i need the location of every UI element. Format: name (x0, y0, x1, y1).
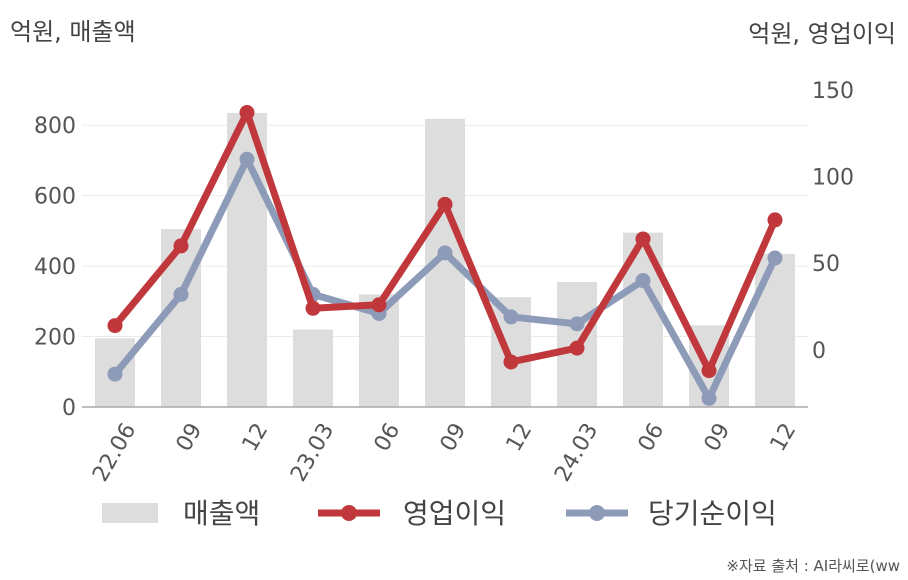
point-당기순이익-6 (503, 309, 519, 325)
point-당기순이익-5 (437, 245, 453, 261)
y-right-tick-label: 0 (812, 339, 826, 364)
y-left-tick-label: 600 (34, 185, 76, 210)
point-당기순이익-10 (767, 250, 783, 266)
legend-label: 당기순이익 (648, 497, 777, 530)
bar-매출액-3 (293, 329, 333, 407)
point-영업이익-6 (503, 354, 519, 370)
x-tick-label: 06 (370, 419, 406, 456)
point-당기순이익-0 (107, 366, 123, 382)
x-tick-label: 12 (502, 419, 538, 456)
y-right-tick-label: 50 (812, 252, 840, 277)
point-영업이익-9 (701, 363, 717, 379)
x-tick-label: 22.06 (88, 419, 141, 486)
bar-매출액-10 (755, 253, 795, 407)
point-영업이익-10 (767, 212, 783, 228)
x-tick-label: 09 (700, 419, 736, 456)
point-영업이익-3 (305, 300, 321, 316)
point-영업이익-4 (371, 297, 387, 313)
x-tick-label: 12 (238, 419, 274, 456)
y-right-tick-label: 150 (812, 79, 854, 104)
point-당기순이익-7 (569, 316, 585, 332)
point-영업이익-7 (569, 340, 585, 356)
point-당기순이익-8 (635, 273, 651, 289)
legend-item-당기순이익: 당기순이익 (566, 497, 777, 530)
point-당기순이익-2 (239, 151, 255, 167)
source-footer: ※자료 출처 : AI라씨로(ww (726, 557, 900, 575)
legend-marker (589, 505, 605, 521)
point-당기순이익-9 (701, 390, 717, 406)
left-axis-unit: 억원, 매출액 (10, 18, 136, 46)
legend-swatch (102, 503, 158, 523)
bar-매출액-1 (161, 229, 201, 407)
y-left-tick-label: 200 (34, 326, 76, 351)
x-tick-label: 09 (436, 419, 472, 456)
point-당기순이익-1 (173, 286, 189, 302)
x-tick-label: 06 (634, 419, 670, 456)
x-tick-label: 12 (766, 419, 802, 456)
right-axis-unit: 억원, 영업이익 (748, 20, 896, 48)
y-left-tick-label: 800 (34, 114, 76, 139)
x-tick-label: 24.03 (550, 419, 603, 486)
legend-label: 영업이익 (403, 497, 506, 530)
y-right-tick-label: 100 (812, 166, 854, 191)
point-영업이익-8 (635, 231, 651, 247)
point-영업이익-5 (437, 196, 453, 212)
point-영업이익-1 (173, 238, 189, 254)
x-tick-label: 23.03 (286, 419, 339, 486)
point-영업이익-2 (239, 105, 255, 121)
legend-label: 매출액 (183, 497, 260, 530)
point-영업이익-0 (107, 318, 123, 334)
y-left-tick-label: 0 (62, 396, 76, 421)
legend-marker (341, 505, 357, 521)
x-tick-label: 09 (172, 419, 208, 456)
legend-item-영업이익: 영업이익 (318, 497, 506, 530)
y-left-tick-label: 400 (34, 255, 76, 280)
legend-item-매출액: 매출액 (102, 497, 260, 530)
